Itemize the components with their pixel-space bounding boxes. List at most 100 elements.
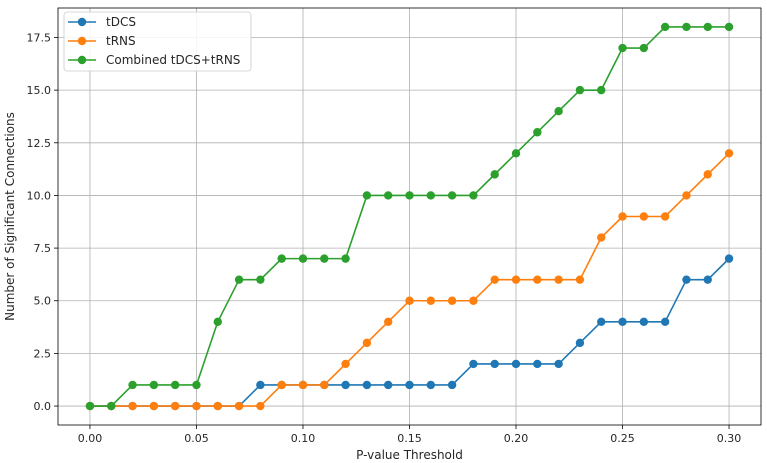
data-point [724,22,734,32]
data-point [597,233,606,242]
data-point [575,338,585,348]
data-point [490,275,499,284]
data-point [298,380,308,390]
x-tick-label: 0.20 [504,432,529,445]
data-point [682,22,691,32]
data-point [490,170,499,179]
x-axis-ticks: 0.00 0.05 0.10 0.15 0.20 0.25 0.30 [78,425,742,445]
x-axis-label: P-value Threshold [356,448,463,462]
data-point [703,22,712,32]
data-point [575,85,585,95]
data-point [703,170,712,179]
data-point [469,296,478,305]
legend-marker [77,17,87,27]
data-point [703,275,712,284]
data-point [405,191,414,200]
data-point [85,401,95,411]
legend-box [63,11,252,72]
data-point [533,275,542,284]
x-tick-label: 0.05 [184,432,209,445]
data-point [660,317,670,327]
data-point [192,401,201,411]
data-point [426,191,436,200]
data-point [213,317,222,327]
data-point [469,191,478,200]
y-tick-label: 17.5 [27,31,52,44]
data-point [554,359,563,369]
data-point [554,275,563,284]
data-point [128,380,137,390]
data-point [341,359,350,369]
data-point [107,401,116,411]
data-point [362,338,372,348]
y-tick-label: 15.0 [27,84,52,97]
data-point [170,380,180,390]
data-point [639,43,649,53]
x-tick-label: 0.00 [78,432,103,445]
data-point [618,43,627,53]
data-point [362,380,372,390]
data-point [341,380,350,390]
legend-label: Combined tDCS+tRNS [106,53,240,67]
data-point [383,191,393,200]
y-tick-label: 7.5 [34,242,52,255]
data-point [511,275,521,284]
data-point [511,149,521,158]
data-point [533,359,542,369]
legend-marker [77,36,87,46]
data-point [682,191,691,200]
data-point [447,380,457,390]
data-point [170,401,180,411]
data-point [618,212,627,221]
data-point [149,401,159,411]
data-point [533,128,542,137]
legend-label: tDCS [106,15,136,29]
data-point [447,191,457,200]
data-point [149,380,159,390]
data-point [490,359,499,369]
data-point [426,380,436,390]
data-point [405,296,414,305]
data-point [639,317,649,327]
data-point [724,254,734,263]
data-point [298,254,308,263]
data-point [128,401,137,411]
y-tick-label: 5.0 [34,295,52,308]
data-point [213,401,222,411]
data-point [234,275,244,284]
legend-marker [77,55,87,65]
legend-label: tRNS [106,34,136,48]
y-tick-label: 10.0 [27,189,52,202]
data-point [341,254,350,263]
data-point [554,106,563,116]
x-tick-label: 0.30 [717,432,742,445]
series-2 [85,22,734,411]
data-point [469,359,478,369]
data-point [320,254,329,263]
x-tick-label: 0.25 [610,432,635,445]
data-point [277,380,286,390]
data-point [575,275,585,284]
y-tick-label: 0.0 [34,400,52,413]
data-point [383,317,393,327]
data-point [256,401,265,411]
data-point [618,317,627,327]
data-point [256,275,265,284]
data-point [597,85,606,95]
data-point [597,317,606,327]
data-point [682,275,691,284]
y-tick-label: 2.5 [34,347,52,360]
y-tick-label: 12.5 [27,137,52,150]
data-point [256,380,265,390]
data-point [320,380,329,390]
x-tick-label: 0.10 [291,432,316,445]
legend: tDCS tRNS Combined tDCS+tRNS [63,11,252,72]
data-point [724,149,734,158]
x-tick-label: 0.15 [397,432,422,445]
data-point [362,191,372,200]
data-point [660,22,670,32]
series-layer [85,22,734,411]
y-axis-ticks: 0.0 2.5 5.0 7.5 10.0 12.5 15.0 17.5 [27,31,58,413]
data-point [660,212,670,221]
